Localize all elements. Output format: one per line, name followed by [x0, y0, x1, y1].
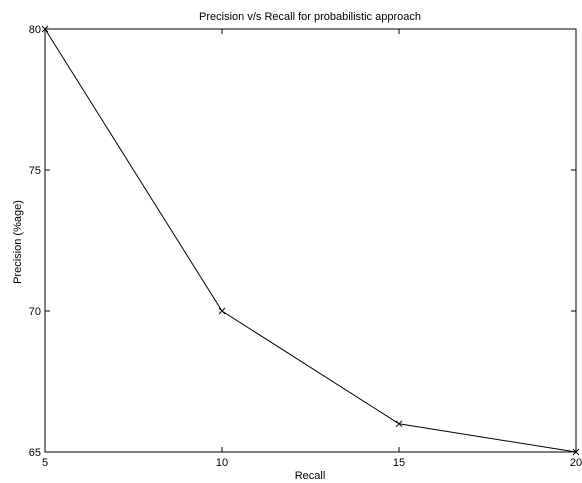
marker-stroke: [572, 448, 580, 456]
x-tick-label: 15: [393, 457, 405, 469]
x-axis-label: Recall: [295, 470, 326, 482]
marker-stroke: [395, 420, 403, 428]
data-point-marker: [395, 420, 403, 428]
y-tick-label: 80: [29, 24, 41, 36]
data-point-marker: [41, 25, 49, 33]
x-tick-label: 10: [216, 457, 228, 469]
x-tick-label: 5: [42, 457, 48, 469]
data-point-marker: [572, 448, 580, 456]
plot-area: 5 10 15 20 65 70 75 80: [29, 24, 582, 469]
series-layer: [41, 25, 580, 456]
ticks: 5 10 15 20 65 70 75 80: [29, 24, 582, 469]
data-point-marker: [218, 307, 226, 315]
x-tick-label: 20: [570, 457, 582, 469]
y-tick-label: 65: [29, 447, 41, 459]
y-axis-label: Precision (%age): [12, 200, 24, 284]
marker-stroke: [218, 307, 226, 315]
series-line: [44, 28, 577, 453]
marker-stroke: [41, 25, 49, 33]
plot-frame: [44, 28, 577, 453]
y-tick-label: 70: [29, 306, 41, 318]
chart-title: Precision v/s Recall for probabilistic a…: [199, 11, 421, 23]
y-tick-label: 75: [29, 165, 41, 177]
